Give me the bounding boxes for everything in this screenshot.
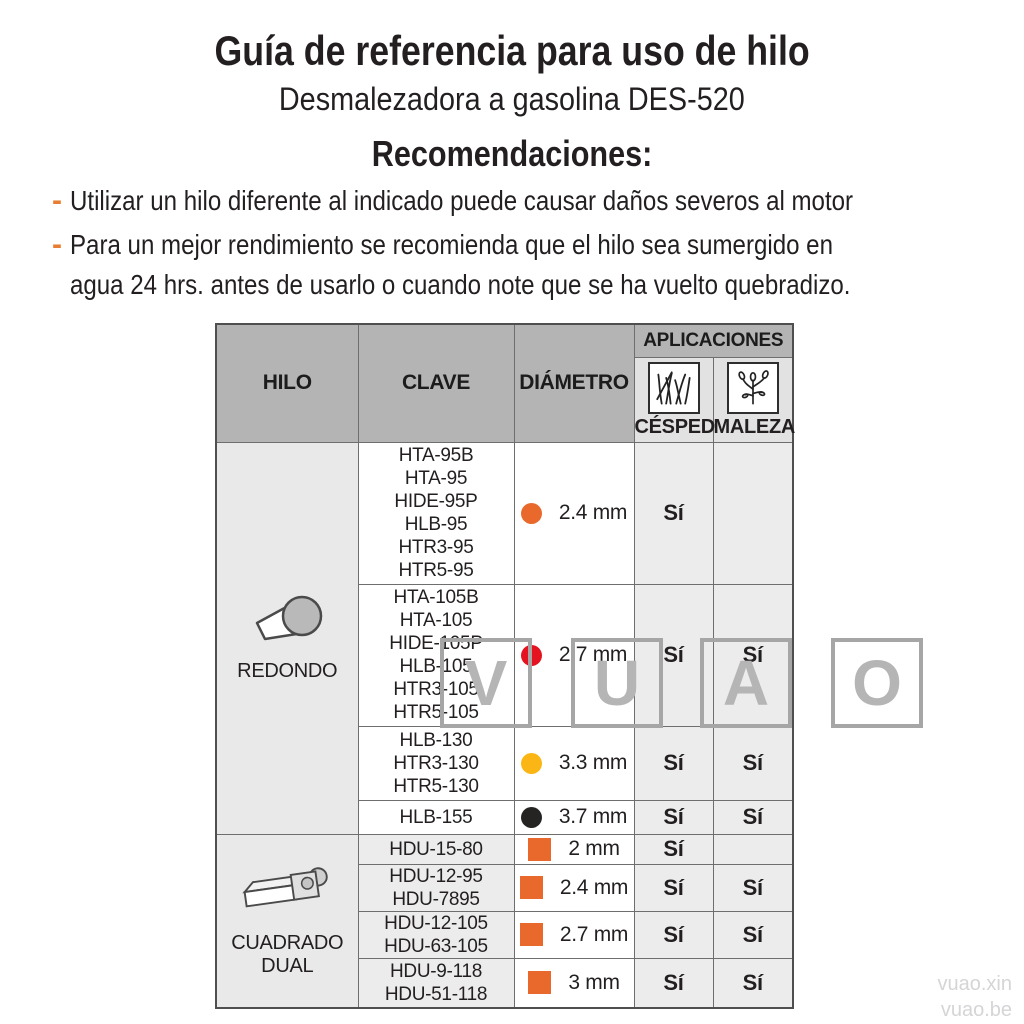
diametro-cell: 2.4 mm [513,863,635,912]
diametro-cell: 2 mm [513,833,635,865]
diametro-cell: 2.7 mm [513,910,635,959]
recommendations-heading: Recomendaciones: [371,133,653,174]
col-header-cesped: CÉSPED [633,356,716,443]
cesped-value: Sí [633,441,714,585]
bullet-dash: - [52,184,62,217]
cesped-value: Sí [633,863,714,912]
maleza-value [712,441,794,585]
maleza-value: Sí [712,910,794,959]
maleza-label: MALEZA [713,415,796,438]
diameter-color-marker [528,837,552,861]
bullet-dash: - [52,228,62,261]
clave-cell: HDU-15-80 [357,833,515,865]
col-header-aplicaciones: APLICACIONES [633,323,794,358]
diametro-cell: 3 mm [513,957,635,1009]
hilo-type-redondo: REDONDO [215,441,359,835]
recommendation-text: Para un mejor rendimiento se recomienda … [70,229,851,300]
clave-cell: HTA-105B HTA-105 HIDE-105P HLB-105 HTR3-… [357,583,515,727]
watermark-site-line: vuao.xin [937,973,1013,995]
page-subtitle: Desmalezadora a gasolina DES-520 [279,81,745,117]
maleza-value: Sí [712,863,794,912]
col-header-hilo: HILO [215,323,359,443]
clave-cell: HLB-130 HTR3-130 HTR5-130 [357,725,515,801]
diametro-cell: 3.7 mm [513,799,635,835]
cesped-value: Sí [633,910,714,959]
clave-cell: HDU-9-118 HDU-51-118 [357,957,515,1009]
recommendations-list: - Utilizar un hilo diferente al indicado… [52,181,1002,309]
hilo-type-label: REDONDO [237,660,338,682]
diametro-cell: 2.4 mm [513,441,635,585]
square-dual-line-icon [242,867,328,908]
grass-icon [647,361,700,414]
cesped-value: Sí [633,799,714,835]
clave-cell: HDU-12-95 HDU-7895 [357,863,515,912]
diameter-color-marker [520,502,542,524]
maleza-value: Sí [712,725,794,801]
cesped-value: Sí [633,957,714,1009]
clave-cell: HDU-12-105 HDU-63-105 [357,910,515,959]
maleza-value: Sí [712,583,794,727]
recommendation-text: Utilizar un hilo diferente al indicado p… [70,185,854,216]
round-line-icon [256,595,323,641]
maleza-value: Sí [712,957,794,1009]
col-header-maleza: MALEZA [712,356,796,443]
clave-cell: HTA-95B HTA-95 HIDE-95P HLB-95 HTR3-95 H… [357,441,515,585]
cesped-label: CÉSPED [634,415,716,438]
maleza-value [712,833,794,865]
watermark-site-text: vuao.xin vuao.be [938,971,1013,1023]
maleza-value: Sí [712,799,794,835]
hilo-type-label: CUADRADO DUAL [231,932,344,978]
watermark-letter-box: O [831,638,923,728]
col-header-clave: CLAVE [357,323,515,443]
weeds-icon [726,361,779,414]
watermark-letter-box: U [571,638,663,728]
hilo-type-cuadrado-dual: CUADRADO DUAL [215,833,359,1009]
page-title: Guía de referencia para uso de hilo [214,27,810,74]
recommendation-item: - Para un mejor rendimiento se recomiend… [52,225,1002,305]
thread-reference-table: HILO CLAVE DIÁMETRO APLICACIONES [215,323,796,1009]
diameter-color-marker [520,752,542,774]
cesped-value: Sí [633,833,714,865]
watermark-site-line: vuao.be [940,999,1012,1021]
recommendation-item: - Utilizar un hilo diferente al indicado… [52,181,1002,221]
diametro-cell: 3.3 mm [513,725,635,801]
diameter-color-marker [519,876,543,899]
watermark-letter-box: V [440,638,532,728]
col-header-diametro: DIÁMETRO [513,323,635,443]
cesped-value: Sí [633,725,714,801]
watermark-letter-box: A [700,638,792,728]
diameter-color-marker [520,806,542,828]
diameter-color-marker [528,971,552,995]
diameter-color-marker [519,923,543,946]
clave-cell: HLB-155 [357,799,515,835]
